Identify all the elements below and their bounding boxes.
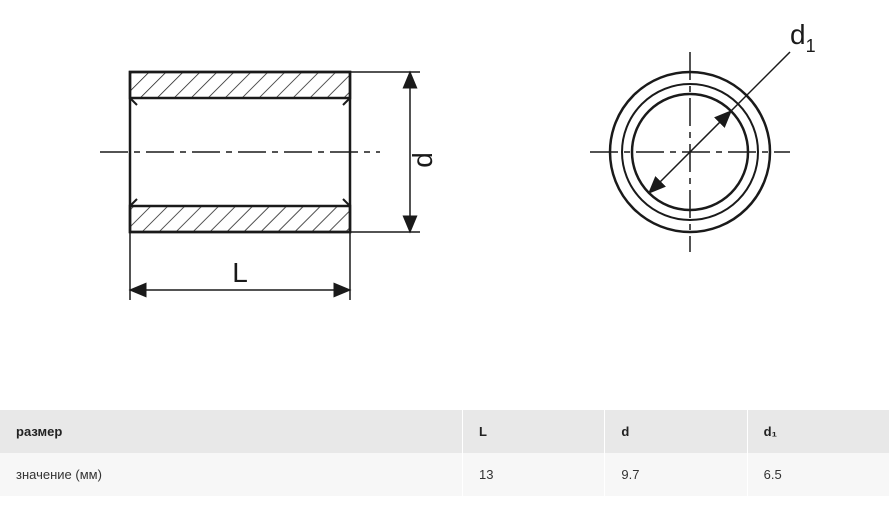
label-d: d: [407, 152, 438, 168]
end-view: d1: [590, 19, 816, 252]
cell: 6.5: [747, 453, 889, 496]
col-header: d₁: [747, 410, 889, 453]
col-header: размер: [0, 410, 463, 453]
cell: 13: [463, 453, 605, 496]
col-header: d: [605, 410, 747, 453]
dimensions-table: размер L d d₁ значение (мм) 13 9.7 6.5: [0, 410, 890, 496]
cell: 9.7: [605, 453, 747, 496]
technical-drawing: L d d1: [0, 0, 890, 380]
label-L: L: [232, 257, 248, 288]
side-view: L d: [100, 72, 438, 300]
col-header: L: [463, 410, 605, 453]
label-d1: d1: [790, 19, 816, 56]
table-header-row: размер L d d₁: [0, 410, 890, 453]
table-row: значение (мм) 13 9.7 6.5: [0, 453, 890, 496]
cell: значение (мм): [0, 453, 463, 496]
drawing-svg: L d d1: [0, 0, 890, 380]
